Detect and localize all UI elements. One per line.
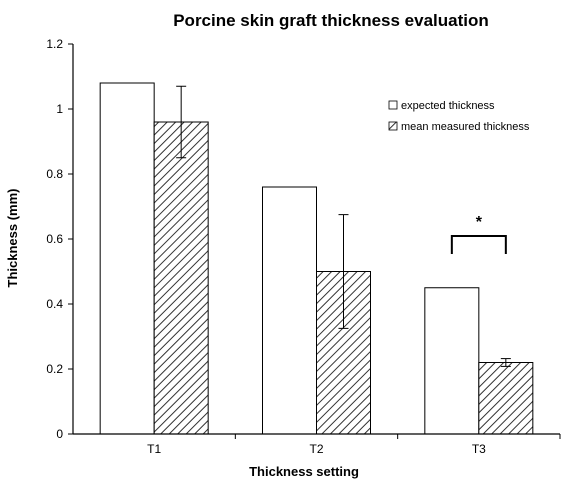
x-tick-label: T3 — [472, 442, 486, 456]
y-tick-label: 0 — [56, 427, 63, 441]
legend-mean-measured-swatch — [388, 121, 398, 131]
mean-measured-thickness-bar — [153, 121, 209, 435]
annotation-layer: * — [450, 214, 507, 254]
x-tick-label: T2 — [309, 442, 323, 456]
legend-expected-swatch — [388, 100, 398, 110]
x-axis-title: Thickness setting — [249, 464, 359, 479]
y-tick-label: 0.2 — [46, 362, 63, 376]
expected-thickness-bar — [99, 82, 155, 435]
y-axis-title: Thickness (mm) — [5, 189, 20, 288]
chart-title: Porcine skin graft thickness evaluation — [173, 11, 489, 30]
ticks-layer: 0 0.2 0.4 0.6 0.8 1 1.2 T1 T2 T3 — [46, 37, 561, 456]
significance-marker: * — [476, 214, 483, 231]
legend-expected-label: expected thickness — [401, 100, 495, 112]
y-tick-label: 0.6 — [46, 232, 63, 246]
bars-layer — [99, 82, 534, 435]
y-tick-label: 0.4 — [46, 297, 63, 311]
mean-measured-thickness-bar — [478, 362, 534, 435]
x-tick-label: T1 — [147, 442, 161, 456]
expected-thickness-bar — [424, 287, 480, 435]
error-bars-layer — [176, 85, 511, 367]
expected-thickness-bar — [262, 186, 317, 435]
significance-bracket — [450, 235, 507, 254]
y-tick-label: 1 — [56, 102, 63, 116]
y-tick-label: 1.2 — [46, 37, 63, 51]
legend-mean-measured-label: mean measured thickness — [401, 121, 530, 133]
y-tick-label: 0.8 — [46, 167, 63, 181]
legend: expected thickness mean measured thicknes… — [388, 100, 530, 133]
